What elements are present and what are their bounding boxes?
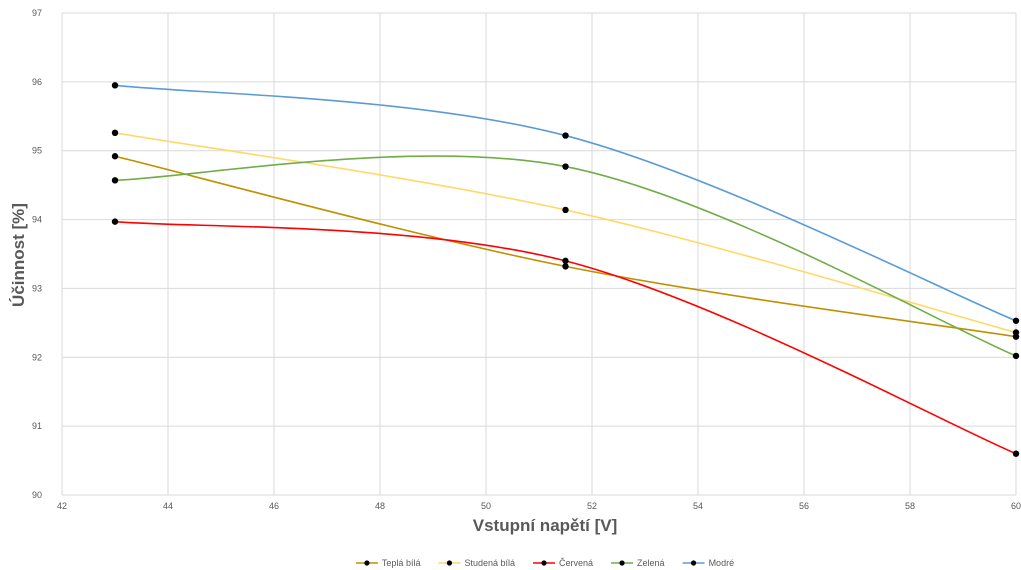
data-point bbox=[111, 153, 119, 160]
grid bbox=[61, 12, 1017, 496]
legend-entry: Zelená bbox=[611, 558, 665, 568]
data-point bbox=[1012, 352, 1020, 360]
data-point bbox=[1012, 450, 1020, 457]
legend-marker bbox=[446, 560, 453, 566]
x-tick-label: 56 bbox=[799, 501, 809, 511]
y-tick-label: 97 bbox=[32, 8, 42, 18]
data-point bbox=[111, 129, 119, 137]
data-point bbox=[1012, 317, 1020, 324]
legend-entry: Modré bbox=[682, 558, 735, 568]
x-tick-label: 42 bbox=[57, 501, 67, 511]
series-line-4 bbox=[114, 84, 1017, 322]
x-tick-label: 48 bbox=[375, 501, 385, 511]
legend-marker bbox=[690, 560, 697, 566]
data-point bbox=[111, 177, 119, 184]
y-tick-label: 94 bbox=[32, 215, 42, 225]
data-point bbox=[562, 163, 569, 170]
data-point bbox=[562, 206, 569, 214]
x-tick-label: 54 bbox=[693, 501, 703, 511]
series-line-2 bbox=[114, 220, 1017, 455]
x-tick-label: 50 bbox=[481, 501, 491, 511]
legend-label: Teplá bílá bbox=[382, 558, 421, 568]
data-point bbox=[562, 132, 569, 139]
y-tick-label: 96 bbox=[32, 77, 42, 87]
legend-entry: Červená bbox=[533, 558, 593, 568]
data-point bbox=[111, 218, 119, 225]
legend-entry: Teplá bílá bbox=[355, 558, 421, 568]
x-tick-label: 58 bbox=[905, 501, 915, 511]
legend-label: Modré bbox=[709, 558, 735, 568]
x-tick-label: 60 bbox=[1011, 501, 1021, 511]
x-axis-title: Vstupní napětí [V] bbox=[473, 516, 618, 535]
legend-label: Zelená bbox=[637, 558, 665, 568]
x-tick-label: 52 bbox=[587, 501, 597, 511]
series-line-1 bbox=[114, 132, 1017, 334]
legend-label: Studená bílá bbox=[464, 558, 515, 568]
x-tick-label: 44 bbox=[163, 501, 173, 511]
legend-marker bbox=[541, 560, 547, 566]
legend-marker bbox=[364, 560, 370, 566]
legend-entry: Studená bílá bbox=[438, 558, 515, 568]
y-tick-label: 91 bbox=[32, 421, 42, 431]
series-line-0 bbox=[114, 155, 1017, 338]
y-tick-label: 93 bbox=[32, 283, 42, 293]
legend-marker bbox=[619, 560, 625, 566]
y-tick-label: 95 bbox=[32, 146, 42, 156]
axis-ticks: 42 44 46 48 50 52 54 56 58 60 90 91 92 93 94 95 96 97 bbox=[32, 8, 1021, 511]
data-point bbox=[562, 257, 569, 265]
data-point bbox=[562, 263, 569, 270]
series-line-3 bbox=[114, 155, 1017, 357]
legend-label: Červená bbox=[559, 558, 593, 568]
y-tick-label: 92 bbox=[32, 352, 42, 362]
y-tick-label: 90 bbox=[32, 490, 42, 500]
legend: Teplá bílá Studená bílá Červená Zelená Modré bbox=[355, 558, 735, 568]
data-point bbox=[111, 82, 119, 89]
x-tick-label: 46 bbox=[269, 501, 279, 511]
data-point bbox=[1012, 329, 1020, 336]
markers bbox=[111, 82, 1020, 457]
y-axis-title: Účinnost [%] bbox=[9, 203, 28, 307]
